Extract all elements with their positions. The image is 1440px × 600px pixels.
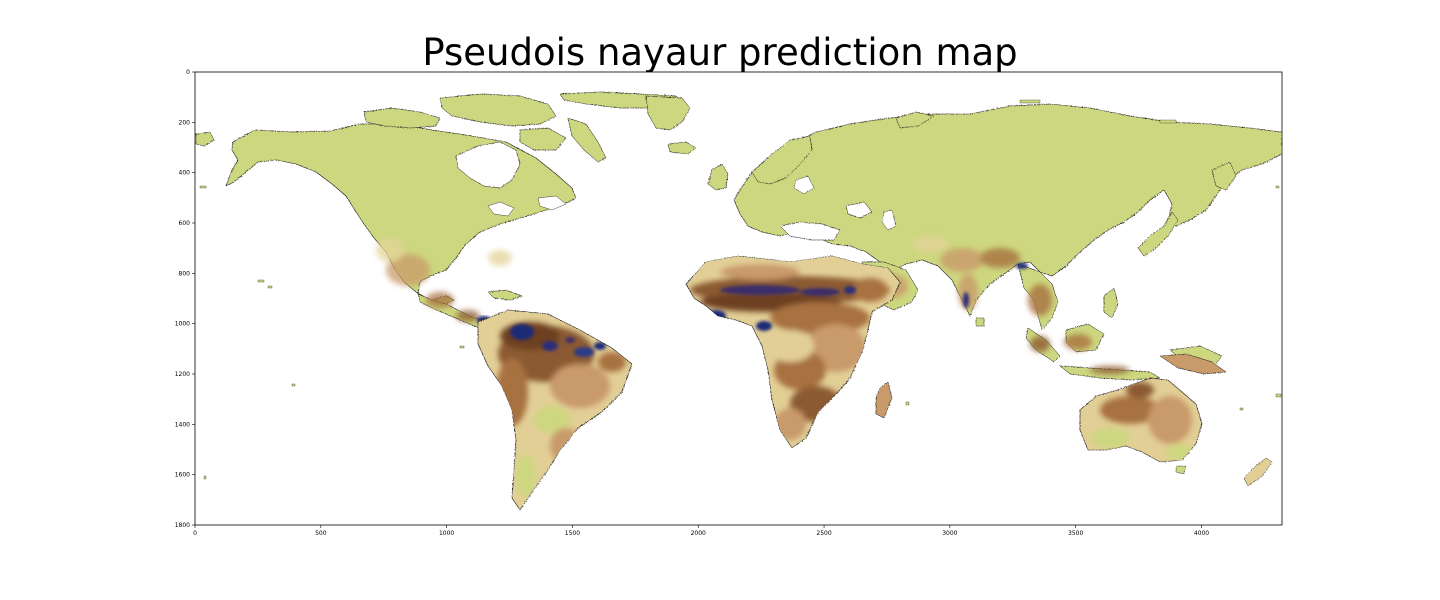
x-tick-label: 3000 (942, 530, 957, 537)
south-america-region (477, 309, 633, 511)
x-tick-label: 500 (315, 530, 327, 537)
x-tick-label: 1500 (565, 530, 580, 537)
world-map (195, 91, 1282, 511)
y-tick-label: 1600 (175, 472, 190, 479)
y-tick-label: 1000 (175, 321, 190, 328)
y-tick-label: 800 (179, 270, 191, 277)
x-tick-label: 2000 (691, 530, 706, 537)
africa-region (685, 255, 901, 449)
x-axis: 0 500 1000 1500 2000 2500 3000 3500 4000 (193, 525, 1209, 537)
x-tick-label: 4000 (1194, 530, 1209, 537)
x-tick-label: 3500 (1068, 530, 1083, 537)
map-title: Pseudois nayaur prediction map (422, 31, 1018, 74)
y-tick-label: 600 (179, 220, 191, 227)
y-tick-label: 200 (179, 119, 191, 126)
island-dots (199, 99, 1282, 480)
y-tick-label: 1800 (175, 522, 190, 529)
y-tick-label: 1200 (175, 371, 190, 378)
x-tick-label: 1000 (439, 530, 454, 537)
australia-region (1079, 353, 1273, 487)
x-tick-label: 0 (193, 530, 197, 537)
x-tick-label: 2500 (816, 530, 831, 537)
y-axis: 0 200 400 600 800 1000 1200 1400 1600 1800 (175, 69, 195, 529)
y-tick-label: 400 (179, 170, 191, 177)
y-tick-label: 0 (186, 69, 190, 76)
y-tick-label: 1400 (175, 421, 190, 428)
